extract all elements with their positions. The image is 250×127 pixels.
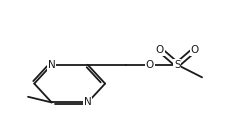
Text: O: O [146, 60, 154, 70]
Text: S: S [174, 60, 180, 70]
Text: O: O [156, 45, 164, 55]
Text: O: O [190, 45, 199, 55]
Text: N: N [84, 97, 92, 107]
Text: N: N [48, 60, 56, 70]
